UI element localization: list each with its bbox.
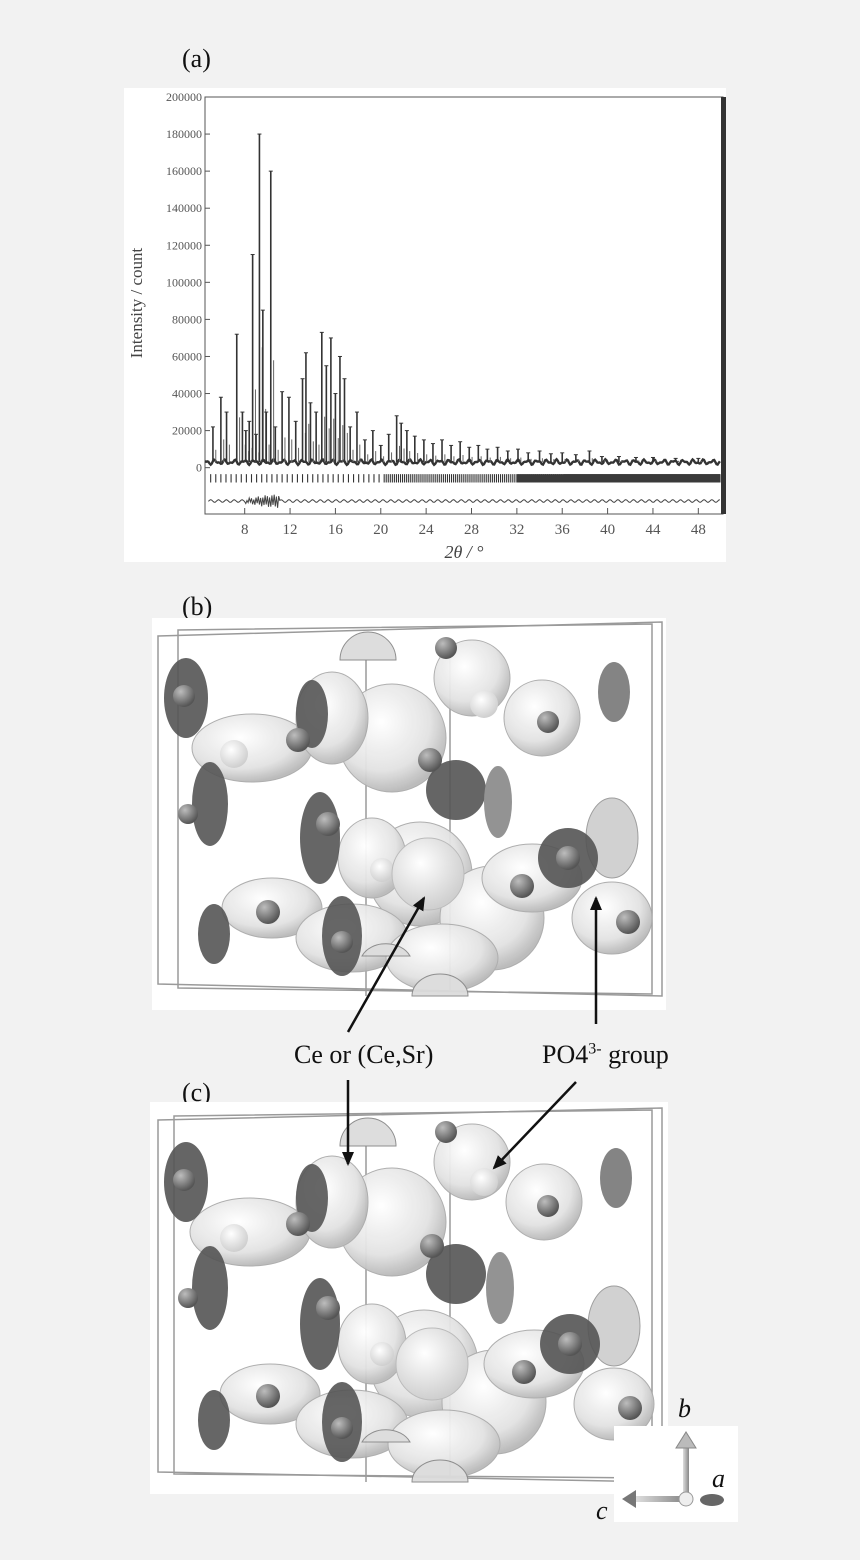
diffraction-chart: 0 20000 40000 60000 80000 100000 120000 140000 1… [124,88,726,562]
y-tick-label-0: 0 [196,461,202,475]
dark-lobes-b [164,658,630,976]
arrow-po4-c [492,1081,577,1170]
crystal-structure-c [150,1102,668,1494]
diffraction-chart-svg: 0 20000 40000 60000 80000 100000 120000 140000 1… [127,90,726,562]
x-axis: 8 12 16 20 24 28 32 36 40 44 48 [241,508,706,538]
difference-curve [208,494,721,508]
axis-label-b: b [678,1394,691,1423]
peak-series [210,133,702,463]
difference-line [208,494,721,508]
x-tick-label-10: 48 [691,522,706,538]
x-tick-label-3: 20 [373,522,388,538]
b-axis-shaft [683,1448,689,1496]
x-tick-label-4: 24 [419,522,435,538]
baseline-profile [204,457,721,467]
x-tick-label-0: 8 [241,522,249,538]
po4-tail: group [601,1040,669,1069]
x-tick-label-2: 16 [328,522,344,538]
calculated-profile [204,457,721,467]
x-tick-label-1: 12 [283,522,298,538]
y-tick-label-3: 60000 [172,349,202,363]
y-tick-label-2: 40000 [172,387,202,401]
po4-annotation: PO43- group [542,1040,669,1070]
y-tick-label-9: 180000 [166,127,202,141]
x-tick-label-7: 36 [555,522,571,538]
ce-annotation: Ce or (Ce,Sr) [294,1040,434,1069]
a-axis-head [700,1494,724,1506]
y-tick-label-4: 80000 [172,312,202,326]
panel-label-b: (b) [182,592,213,621]
panel-label-a: (a) [182,44,211,73]
x-axis-label: 2θ / ° [444,542,483,562]
b-axis-head [675,1431,697,1449]
crystal-axes-indicator [614,1426,738,1522]
x-tick-label-5: 28 [464,522,479,538]
x-tick-label-8: 40 [600,522,615,538]
c-axis-shaft [636,1496,684,1502]
arrow-ce-b [346,896,426,1033]
dark-lobes-c [164,1142,632,1462]
y-tick-label-7: 140000 [166,201,202,215]
c-axis-head [622,1490,636,1508]
plot-right-bar [721,97,726,514]
axes-origin [678,1491,694,1507]
po4-text: PO [542,1040,576,1069]
x-tick-label-9: 44 [645,522,661,538]
x-tick-label-6: 32 [509,522,524,538]
y-tick-label-5: 100000 [166,275,202,289]
y-tick-label-8: 160000 [166,164,202,178]
y-tick-label-10: 200000 [166,90,202,104]
atoms-c [173,1121,642,1439]
axis-label-c: c [596,1496,608,1525]
po4-subscript: 4 [575,1040,589,1069]
y-axis: 0 20000 40000 60000 80000 100000 120000 140000 1… [166,90,210,475]
axis-label-a: a [712,1464,725,1493]
y-tick-label-1: 20000 [172,424,202,438]
crystal-structure-b [152,618,666,1010]
y-tick-label-6: 120000 [166,238,202,252]
reflection-mark-band [516,474,720,483]
atoms-b [173,637,640,953]
po4-superscript: 3- [588,1040,602,1058]
y-axis-label: Intensity / count [127,247,146,358]
bragg-reflection-marks [210,474,721,483]
